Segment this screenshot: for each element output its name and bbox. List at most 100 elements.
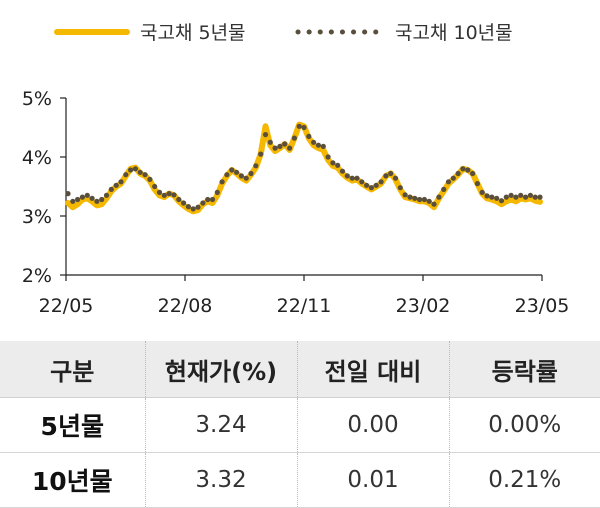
- series-point-10y: [455, 170, 461, 177]
- series-point-10y: [364, 182, 370, 188]
- series-point-10y: [108, 186, 114, 192]
- y-tick-label: 2%: [22, 265, 52, 287]
- cell-price-5y: 3.24: [144, 397, 297, 453]
- series-point-10y: [315, 142, 321, 148]
- y-tick-label: 3%: [22, 206, 52, 228]
- series-point-10y: [118, 179, 124, 185]
- series-point-10y: [402, 192, 408, 198]
- cell-rate-10y: 0.21%: [448, 452, 600, 508]
- series-point-10y: [156, 189, 163, 195]
- x-tick-label: 22/08: [158, 295, 213, 317]
- series-point-10y: [267, 139, 273, 145]
- series-point-10y: [229, 167, 235, 173]
- table-row: 5년물 3.24 0.00 0.00%: [0, 397, 600, 453]
- series-point-10y: [339, 168, 346, 174]
- series-point-10y: [388, 170, 394, 177]
- series-point-10y: [132, 166, 138, 172]
- cell-change-10y: 0.01: [296, 452, 449, 508]
- row-label-10y: 10년물: [0, 452, 145, 508]
- series-point-10y: [79, 194, 85, 200]
- x-tick-label: 22/05: [39, 295, 94, 317]
- legend-label-10y: 국고채 10년물: [395, 22, 513, 44]
- series-point-10y: [142, 172, 148, 178]
- series-point-10y: [523, 194, 529, 200]
- series-layer: [65, 121, 543, 215]
- series-point-10y: [470, 170, 476, 177]
- row-label-5y: 5년물: [0, 397, 145, 453]
- series-point-10y: [354, 175, 360, 181]
- series-point-10y: [436, 194, 442, 200]
- series-point-10y: [311, 139, 317, 145]
- series-point-10y: [431, 201, 437, 207]
- series-point-10y: [253, 163, 259, 169]
- series-point-10y: [282, 141, 288, 147]
- series-point-10y: [445, 179, 452, 185]
- series-point-10y: [450, 175, 456, 181]
- series-point-10y: [258, 151, 264, 157]
- series-point-10y: [373, 182, 379, 188]
- series-point-10y: [392, 175, 399, 181]
- header-daily-change: 전일 대비: [296, 341, 449, 398]
- series-point-10y: [479, 189, 485, 195]
- series-point-10y: [234, 169, 240, 175]
- series-point-10y: [484, 193, 490, 199]
- header-current-price: 현재가(%): [144, 341, 297, 398]
- series-point-10y: [518, 192, 524, 198]
- series-point-10y: [383, 173, 389, 179]
- series-point-10y: [200, 200, 206, 206]
- series-point-10y: [70, 198, 76, 204]
- series-point-10y: [277, 143, 283, 149]
- y-tick-label: 5%: [22, 88, 52, 110]
- series-point-10y: [209, 196, 216, 203]
- series-point-10y: [417, 196, 423, 203]
- table-row: 10년물 3.32 0.01 0.21%: [0, 452, 600, 508]
- series-point-10y: [147, 176, 153, 182]
- series-point-10y: [99, 196, 105, 203]
- series-point-10y: [465, 167, 471, 173]
- series-point-10y: [272, 145, 278, 151]
- cell-rate-5y: 0.00%: [448, 397, 600, 453]
- quote-table: 구분 현재가(%) 전일 대비 등락률 5년물 3.24 0.00 0.00% …: [0, 341, 600, 508]
- header-change-rate: 등락률: [448, 341, 600, 398]
- series-point-10y: [113, 182, 119, 188]
- series-point-10y: [84, 192, 90, 198]
- series-point-10y: [291, 135, 297, 141]
- series-point-10y: [103, 192, 110, 198]
- series-point-10y: [412, 195, 418, 201]
- series-point-10y: [195, 204, 201, 210]
- x-axis: 22/05 22/08 22/11 23/02 23/05: [39, 274, 570, 317]
- series-point-10y: [301, 124, 307, 131]
- series-point-10y: [359, 179, 365, 185]
- series-point-10y: [287, 145, 293, 151]
- series-point-10y: [508, 192, 514, 198]
- series-point-10y: [161, 192, 167, 198]
- series-point-10y: [320, 143, 326, 149]
- series-point-10y: [335, 162, 341, 168]
- header-category: 구분: [0, 341, 145, 398]
- series-point-10y: [123, 172, 129, 178]
- series-point-10y: [171, 192, 177, 198]
- series-point-10y: [224, 172, 230, 178]
- cell-change-5y: 0.00: [296, 397, 449, 453]
- series-point-10y: [527, 192, 534, 198]
- series-point-10y: [494, 195, 500, 201]
- series-point-10y: [344, 173, 350, 179]
- series-point-10y: [532, 194, 538, 200]
- series-point-10y: [397, 185, 403, 191]
- series-point-10y: [219, 179, 225, 185]
- series-point-10y: [128, 167, 134, 173]
- series-point-10y: [474, 181, 480, 187]
- x-tick-label: 23/05: [515, 295, 570, 317]
- series-point-10y: [152, 183, 158, 190]
- series-point-10y: [94, 198, 100, 204]
- series-point-10y: [306, 133, 312, 139]
- series-point-10y: [378, 179, 384, 185]
- series-point-10y: [537, 194, 543, 200]
- series-point-10y: [498, 198, 505, 204]
- y-tick-label: 4%: [22, 147, 52, 169]
- series-point-10y: [214, 189, 220, 195]
- series-point-10y: [75, 196, 81, 203]
- legend-label-5y: 국고채 5년물: [140, 22, 246, 44]
- y-axis: 2% 3% 4% 5%: [22, 88, 67, 287]
- series-point-10y: [65, 191, 71, 197]
